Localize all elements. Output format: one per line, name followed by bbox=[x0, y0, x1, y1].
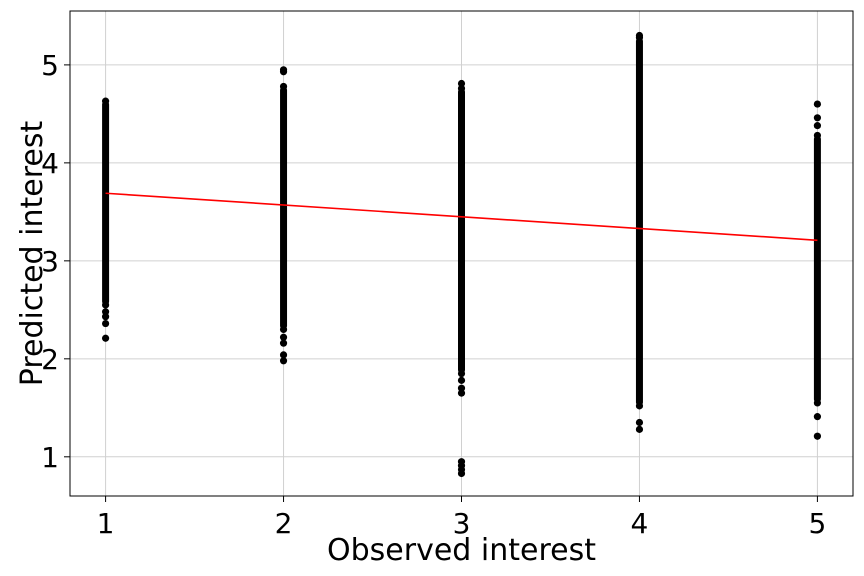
y-tick-label: 3 bbox=[41, 245, 59, 278]
point-cluster bbox=[458, 88, 465, 374]
y-tick-label: 2 bbox=[41, 343, 59, 376]
data-point bbox=[813, 122, 822, 130]
x-tick-label: 1 bbox=[97, 507, 115, 540]
x-tick-label: 4 bbox=[631, 507, 649, 540]
data-point bbox=[457, 469, 466, 478]
data-point bbox=[813, 399, 822, 407]
scatter-points bbox=[101, 31, 822, 478]
data-point bbox=[101, 301, 110, 309]
trend-line bbox=[105, 192, 818, 242]
data-point bbox=[279, 339, 288, 347]
point-cluster bbox=[813, 135, 821, 403]
data-point bbox=[101, 319, 110, 328]
regression-line bbox=[105, 192, 818, 242]
data-point bbox=[813, 100, 822, 108]
data-point bbox=[635, 418, 644, 427]
y-tick-label: 1 bbox=[41, 441, 59, 474]
y-tick-label: 4 bbox=[41, 147, 59, 180]
point-cluster bbox=[635, 37, 643, 406]
data-point bbox=[279, 325, 288, 334]
x-tick-label: 5 bbox=[808, 507, 826, 540]
x-tick-label: 3 bbox=[453, 507, 471, 540]
x-tick-label: 2 bbox=[275, 507, 293, 540]
data-point bbox=[101, 97, 110, 105]
x-axis-label: Observed interest bbox=[327, 533, 596, 568]
data-point bbox=[813, 131, 822, 140]
data-point bbox=[279, 333, 288, 341]
point-cluster bbox=[102, 101, 110, 305]
data-point bbox=[457, 376, 466, 384]
y-axis-label: Predicted interest bbox=[15, 121, 50, 387]
point-cluster bbox=[280, 86, 288, 330]
data-point bbox=[457, 389, 466, 397]
axis-ticks: 1 2 3 4 5 1 2 3 4 5 bbox=[41, 49, 826, 540]
data-point bbox=[635, 31, 644, 40]
data-point bbox=[635, 425, 644, 433]
data-point bbox=[279, 351, 288, 359]
data-point bbox=[635, 402, 644, 410]
data-point bbox=[101, 313, 110, 321]
data-point bbox=[457, 79, 466, 88]
y-tick-label: 5 bbox=[41, 49, 59, 82]
data-point bbox=[813, 432, 822, 440]
data-point bbox=[457, 369, 466, 378]
data-point bbox=[813, 413, 822, 421]
data-point bbox=[813, 114, 822, 122]
data-point bbox=[279, 68, 288, 76]
data-point bbox=[279, 357, 288, 365]
data-point bbox=[279, 82, 288, 91]
data-point bbox=[101, 334, 110, 342]
